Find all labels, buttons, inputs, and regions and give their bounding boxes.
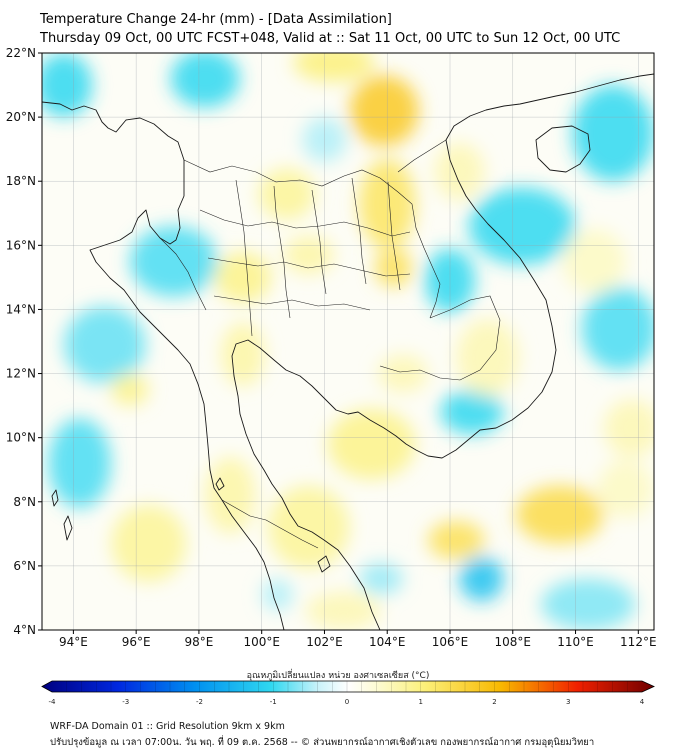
- cooling-area-3: [468, 187, 576, 265]
- lon-label: 110°E: [557, 635, 594, 649]
- map-gridlines: [42, 53, 654, 630]
- warming-area-34: [434, 142, 485, 201]
- coastline-gulf: [231, 73, 654, 630]
- cooling-area-13: [261, 578, 294, 611]
- cooling-area-2: [572, 85, 654, 182]
- colorbar-tick-label: 4: [640, 698, 645, 706]
- lon-label: 112°E: [620, 635, 657, 649]
- colorbar-tick-label: 2: [492, 698, 496, 706]
- island-andaman-2: [51, 489, 59, 507]
- warming-area-32: [603, 399, 654, 457]
- credit-line: ปรับปรุงข้อมูล ณ เวลา 07:00น. วัน พฤ. ที…: [50, 737, 595, 748]
- model-info: WRF-DA Domain 01 :: Grid Resolution 9km …: [50, 721, 285, 732]
- warming-area-21: [283, 235, 334, 275]
- cooling-area-5: [440, 389, 504, 435]
- lat-label: 16°N: [6, 238, 36, 252]
- lat-label: 6°N: [13, 559, 36, 573]
- colorbar-tick-label: -3: [122, 698, 129, 706]
- lat-label: 12°N: [6, 367, 36, 381]
- lat-label: 4°N: [13, 623, 36, 637]
- map-title: Temperature Change 24-hr (mm) - [Data As…: [40, 12, 392, 27]
- hainan-island: [535, 125, 591, 173]
- colorbar-tick-label: 3: [566, 698, 570, 706]
- warming-area-27: [305, 591, 381, 630]
- lat-label: 14°N: [6, 302, 36, 316]
- warming-area-22: [220, 322, 265, 387]
- warming-area-20: [214, 251, 272, 304]
- warming-area-15: [349, 75, 419, 146]
- island-gulf: [215, 477, 225, 491]
- warming-area-18: [374, 248, 413, 288]
- warming-area-16: [293, 53, 375, 82]
- lon-label: 106°E: [432, 635, 469, 649]
- colorbar: -4 -3 -2 -1 0 1 2 3 4: [41, 680, 655, 706]
- warming-area-35: [562, 229, 626, 294]
- lon-label: 104°E: [369, 635, 406, 649]
- colorbar-ramp: [41, 680, 655, 693]
- cooling-area-11: [541, 578, 636, 630]
- lat-label: 10°N: [6, 431, 36, 445]
- colorbar-tick-label: -1: [270, 698, 277, 706]
- colorbar-tick-label: -2: [196, 698, 203, 706]
- lon-label: 102°E: [306, 635, 343, 649]
- cooling-area-10: [581, 287, 654, 371]
- cooling-area-6: [129, 226, 218, 297]
- warming-area-31: [428, 521, 485, 560]
- lon-label: 108°E: [495, 635, 532, 649]
- province-borders: [159, 139, 501, 549]
- lon-label: 96°E: [122, 635, 151, 649]
- island-south: [317, 555, 331, 573]
- warming-area-33: [456, 319, 520, 396]
- lat-label: 18°N: [6, 174, 36, 188]
- warming-area-23: [111, 373, 149, 406]
- warming-area-36: [597, 460, 654, 518]
- map-subtitle: Thursday 09 Oct, 00 UTC FCST+048, Valid …: [40, 31, 621, 46]
- lon-label: 94°E: [59, 635, 88, 649]
- warming-area-29: [111, 504, 187, 582]
- lon-label: 98°E: [184, 635, 213, 649]
- island-andaman: [63, 515, 73, 541]
- cooling-area-9: [459, 556, 504, 602]
- lat-label: 8°N: [13, 495, 36, 509]
- colorbar-tick-label: 1: [419, 698, 423, 706]
- cooling-area-0: [42, 53, 93, 118]
- cooling-area-1: [170, 53, 240, 108]
- warming-area-26: [267, 485, 350, 570]
- lon-label: 100°E: [243, 635, 280, 649]
- colorbar-tick-label: -4: [49, 698, 57, 706]
- map-frame: [41, 52, 655, 631]
- warming-area-30: [515, 485, 604, 544]
- warming-area-28: [205, 456, 256, 534]
- cooling-area-14: [358, 562, 403, 595]
- cooling-area-8: [48, 418, 112, 509]
- colorbar-tick-label: 0: [345, 698, 349, 706]
- axis-labels: 22°N 20°N 18°N 16°N 14°N 12°N 10°N 8°N 6°N 4°N 94°…: [6, 46, 657, 649]
- coastlines-and-borders: [42, 73, 654, 630]
- cooling-area-7: [63, 306, 146, 384]
- lat-label: 22°N: [6, 46, 36, 60]
- warming-area-25: [327, 408, 416, 480]
- lat-label: 20°N: [6, 110, 36, 124]
- colorbar-label: อุณหภูมิเปลี่ยนแปลง หน่วย องศาเซลเซียส (…: [246, 671, 430, 681]
- coastline-west: [42, 101, 285, 630]
- warming-area-19: [258, 168, 316, 220]
